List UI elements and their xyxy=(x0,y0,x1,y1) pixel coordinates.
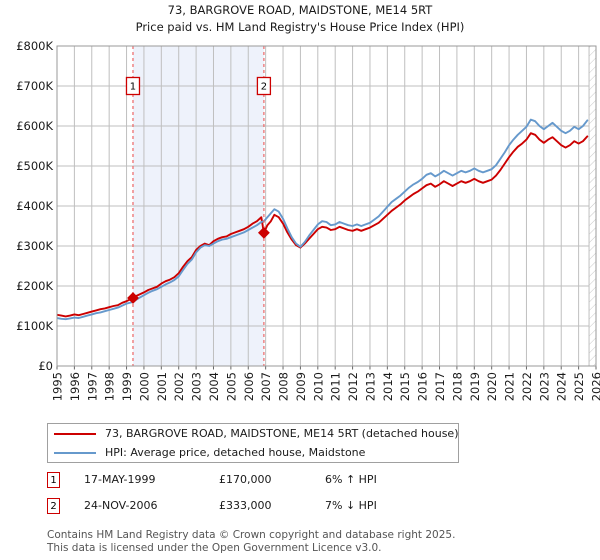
y-tick-label: £800K xyxy=(16,39,53,53)
transaction-date: 17-MAY-1999 xyxy=(84,473,156,486)
provisional-data-region xyxy=(588,45,597,367)
transaction-marker-lines xyxy=(132,46,265,366)
y-axis-tick-labels: £0 £100K £200K £300K £400K £500K £600K £700K £80… xyxy=(16,39,53,373)
x-tick-label: 2025 xyxy=(572,372,586,401)
footer-line-2: This data is licensed under the Open Gov… xyxy=(47,541,382,554)
series-line-0 xyxy=(57,132,589,318)
y-tick-label: £500K xyxy=(16,159,53,173)
transaction-row[interactable]: 1 17-MAY-1999 £170,000 6% ↑ HPI xyxy=(47,472,467,498)
x-tick-label: 2019 xyxy=(468,372,482,401)
x-tick-label: 2002 xyxy=(172,372,186,401)
x-tick-label: 2010 xyxy=(311,372,325,401)
transaction-list: 1 17-MAY-1999 £170,000 6% ↑ HPI 2 24-NOV-2006… xyxy=(47,472,467,524)
callout-label-2: 2 xyxy=(261,82,267,93)
plot-border xyxy=(56,45,597,367)
series-line-1 xyxy=(57,118,589,321)
transaction-points xyxy=(127,226,270,304)
x-tick-label: 2007 xyxy=(259,372,273,401)
x-tick-label: 1996 xyxy=(68,372,82,401)
transaction-marker-1[interactable] xyxy=(127,292,139,304)
footer-line-1: Contains HM Land Registry data © Crown c… xyxy=(47,529,456,541)
x-tick-label: 2012 xyxy=(346,372,360,401)
data-series-layer xyxy=(57,118,589,321)
transaction-index-badge[interactable]: 2 xyxy=(47,498,60,514)
y-tick-label: £400K xyxy=(16,199,53,213)
callout-label-1: 1 xyxy=(130,82,136,93)
incomplete-data-hatch xyxy=(588,45,597,367)
x-tick-label: 2008 xyxy=(277,372,291,401)
legend-item-1: HPI: Average price, detached house, Maid… xyxy=(48,443,458,462)
page-title: 73, BARGROVE ROAD, MAIDSTONE, ME14 5RT P… xyxy=(0,2,600,36)
y-tick-label: £600K xyxy=(16,119,53,133)
legend-label: 73, BARGROVE ROAD, MAIDSTONE, ME14 5RT (… xyxy=(105,427,459,440)
transaction-price: £333,000 xyxy=(219,499,272,512)
x-tick-label: 2014 xyxy=(381,372,395,401)
x-tick-label: 2022 xyxy=(520,372,534,401)
transaction-marker-2[interactable] xyxy=(257,226,270,239)
y-tick-label: £100K xyxy=(16,319,53,333)
x-tick-label: 1998 xyxy=(103,372,117,401)
transaction-date: 24-NOV-2006 xyxy=(84,499,158,512)
transaction-hpi-delta: 6% ↑ HPI xyxy=(325,473,377,486)
attribution-footer: Contains HM Land Registry data © Crown c… xyxy=(47,529,587,554)
x-tick-label: 2017 xyxy=(433,372,447,401)
x-tick-label: 2009 xyxy=(294,372,308,401)
x-tick-label: 2005 xyxy=(224,372,238,401)
x-tick-label: 1999 xyxy=(120,372,134,401)
title-line-1: 73, BARGROVE ROAD, MAIDSTONE, ME14 5RT xyxy=(167,3,433,17)
chart-legend: 73, BARGROVE ROAD, MAIDSTONE, ME14 5RT (… xyxy=(47,423,459,463)
x-tick-label: 2000 xyxy=(137,372,151,401)
x-axis-tick-labels: 1995 1996 1997 1998 1999 2000 2001 2002 2003 2004… xyxy=(51,366,600,401)
x-tick-label: 2015 xyxy=(398,372,412,401)
transaction-row[interactable]: 2 24-NOV-2006 £333,000 7% ↓ HPI xyxy=(47,498,467,524)
price-history-line-chart: £0 £100K £200K £300K £400K £500K £600K £700K £80… xyxy=(16,39,600,401)
x-tick-label: 2001 xyxy=(155,372,169,401)
x-tick-label: 1997 xyxy=(85,372,99,401)
x-tick-label: 2013 xyxy=(363,372,377,401)
x-tick-label: 2020 xyxy=(485,372,499,401)
y-tick-label: £300K xyxy=(16,239,53,253)
transaction-index-badge[interactable]: 1 xyxy=(47,472,60,488)
x-tick-label: 2004 xyxy=(207,372,221,401)
x-tick-label: 1995 xyxy=(51,372,65,401)
x-tick-label: 2011 xyxy=(329,372,343,401)
legend-item-0: 73, BARGROVE ROAD, MAIDSTONE, ME14 5RT (… xyxy=(48,424,458,443)
x-tick-label: 2026 xyxy=(590,372,600,401)
x-tick-label: 2003 xyxy=(190,372,204,401)
callout-box-2[interactable] xyxy=(256,76,272,96)
x-tick-label: 2024 xyxy=(555,372,569,401)
legend-color-swatch xyxy=(54,432,96,435)
legend-label: HPI: Average price, detached house, Maid… xyxy=(105,446,366,459)
transaction-price: £170,000 xyxy=(219,473,272,486)
callout-box-1[interactable] xyxy=(125,76,141,96)
chart-container: £0 £100K £200K £300K £400K £500K £600K £700K £80… xyxy=(16,39,600,401)
y-tick-label: £0 xyxy=(38,359,53,373)
x-tick-label: 2016 xyxy=(416,372,430,401)
x-tick-label: 2006 xyxy=(242,372,256,401)
transaction-hpi-delta: 7% ↓ HPI xyxy=(325,499,377,512)
x-tick-label: 2018 xyxy=(450,372,464,401)
x-tick-label: 2023 xyxy=(537,372,551,401)
y-tick-label: £200K xyxy=(16,279,53,293)
title-line-2: Price paid vs. HM Land Registry's House … xyxy=(135,20,465,34)
legend-color-swatch xyxy=(54,451,96,454)
y-tick-label: £700K xyxy=(16,79,53,93)
x-tick-label: 2021 xyxy=(503,372,517,401)
